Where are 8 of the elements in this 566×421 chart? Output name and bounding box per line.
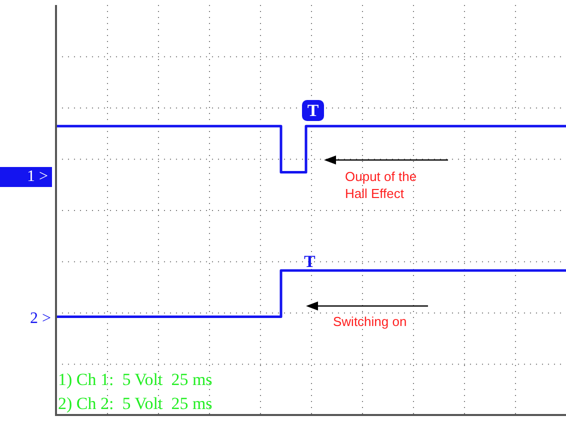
annotation: 1) Ch 1: 5 Volt 25 ms <box>58 370 212 390</box>
annotation: Ouput of the Hall Effect <box>345 168 418 202</box>
annotation: T <box>304 252 316 272</box>
annotation: Switching on <box>333 314 407 329</box>
text: 1 > <box>0 167 52 187</box>
text: T <box>302 100 324 121</box>
annotation: 2) Ch 2: 5 Volt 25 ms <box>58 394 212 414</box>
text: 2 > <box>30 310 52 328</box>
